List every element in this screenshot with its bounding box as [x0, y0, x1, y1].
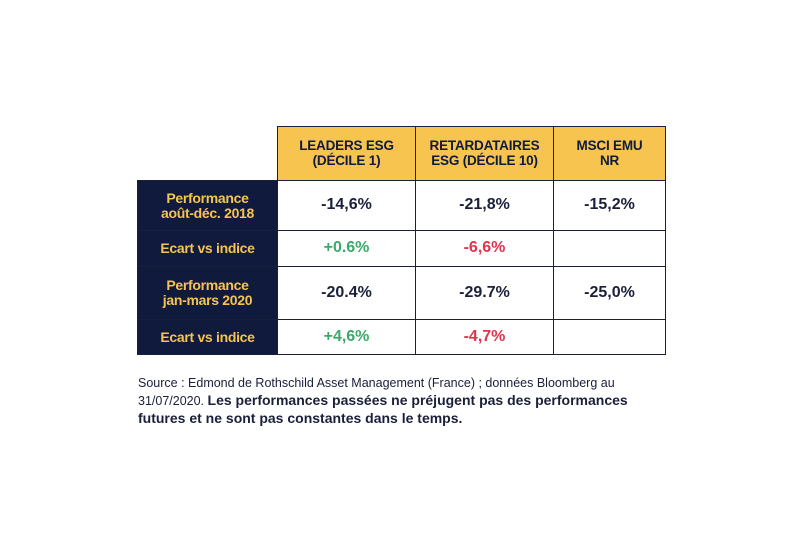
table-row: Ecart vs indice +0.6% -6,6% — [137, 230, 666, 267]
row-label-performance-2020: Performance jan-mars 2020 — [137, 266, 278, 320]
disclaimer-text: Les performances passées ne préjugent pa… — [138, 392, 628, 426]
source-text: Source : Edmond de Rothschild Asset Mana… — [138, 376, 615, 408]
cell-leaders-ecart-2018: +0.6% — [277, 230, 416, 267]
cell-leaders-perf-2020: -20.4% — [277, 266, 416, 320]
header-retardataires-esg: RETARDATAIRES ESG (DÉCILE 10) — [415, 126, 554, 181]
header-row: LEADERS ESG (DÉCILE 1) RETARDATAIRES ESG… — [138, 126, 666, 181]
corner-cell — [138, 127, 278, 181]
cell-msci-perf-2018: -15,2% — [553, 180, 666, 231]
table-row: Performance jan-mars 2020 -20.4% -29.7% … — [137, 266, 666, 320]
cell-retardataires-perf-2018: -21,8% — [415, 180, 554, 231]
row-label-performance-2018: Performance août-déc. 2018 — [137, 180, 278, 231]
cell-msci-perf-2020: -25,0% — [553, 266, 666, 320]
header-msci-emu: MSCI EMU NR — [553, 126, 666, 181]
row-label-ecart-2018: Ecart vs indice — [137, 230, 278, 267]
cell-msci-ecart-2020 — [553, 319, 666, 355]
header-leaders-esg: LEADERS ESG (DÉCILE 1) — [277, 126, 416, 181]
cell-retardataires-perf-2020: -29.7% — [415, 266, 554, 320]
table-row: Performance août-déc. 2018 -14,6% -21,8%… — [137, 180, 666, 231]
source-note: Source : Edmond de Rothschild Asset Mana… — [138, 375, 658, 428]
cell-msci-ecart-2018 — [553, 230, 666, 267]
performance-table: LEADERS ESG (DÉCILE 1) RETARDATAIRES ESG… — [137, 126, 666, 355]
cell-leaders-perf-2018: -14,6% — [277, 180, 416, 231]
table-row: Ecart vs indice +4,6% -4,7% — [137, 319, 666, 355]
cell-retardataires-ecart-2018: -6,6% — [415, 230, 554, 267]
row-label-ecart-2020: Ecart vs indice — [137, 319, 278, 355]
cell-retardataires-ecart-2020: -4,7% — [415, 319, 554, 355]
cell-leaders-ecart-2020: +4,6% — [277, 319, 416, 355]
